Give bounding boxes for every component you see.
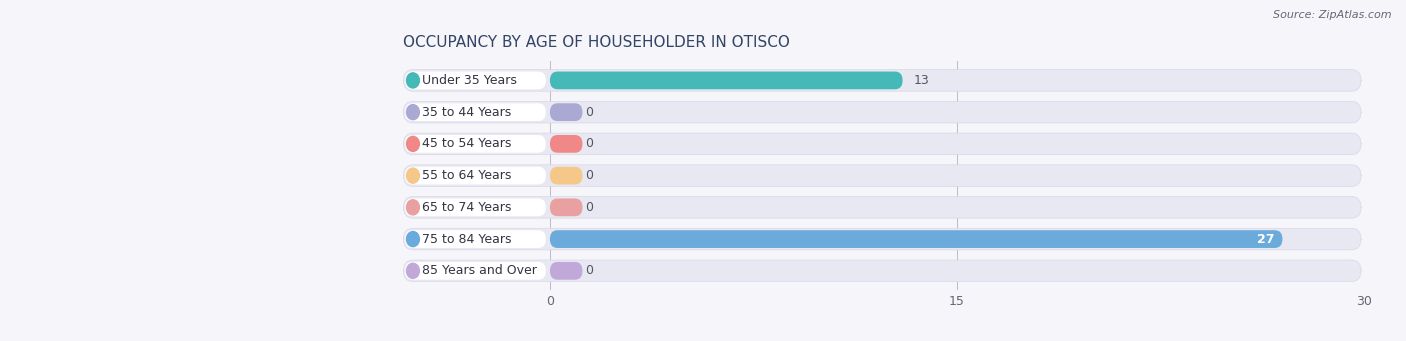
FancyBboxPatch shape bbox=[405, 262, 546, 280]
FancyBboxPatch shape bbox=[550, 103, 582, 121]
FancyBboxPatch shape bbox=[550, 198, 582, 216]
Circle shape bbox=[406, 168, 419, 183]
FancyBboxPatch shape bbox=[404, 260, 1361, 282]
FancyBboxPatch shape bbox=[550, 262, 582, 280]
FancyBboxPatch shape bbox=[404, 165, 1361, 187]
Text: 65 to 74 Years: 65 to 74 Years bbox=[422, 201, 512, 214]
Circle shape bbox=[406, 232, 419, 247]
FancyBboxPatch shape bbox=[404, 196, 1361, 218]
FancyBboxPatch shape bbox=[405, 72, 546, 89]
FancyBboxPatch shape bbox=[550, 135, 582, 153]
FancyBboxPatch shape bbox=[405, 230, 546, 248]
Text: 0: 0 bbox=[585, 169, 593, 182]
Circle shape bbox=[406, 105, 419, 120]
Text: OCCUPANCY BY AGE OF HOUSEHOLDER IN OTISCO: OCCUPANCY BY AGE OF HOUSEHOLDER IN OTISC… bbox=[404, 35, 790, 50]
Circle shape bbox=[406, 263, 419, 278]
Text: Under 35 Years: Under 35 Years bbox=[422, 74, 517, 87]
Text: 85 Years and Over: 85 Years and Over bbox=[422, 264, 537, 277]
Text: 0: 0 bbox=[585, 137, 593, 150]
Text: Source: ZipAtlas.com: Source: ZipAtlas.com bbox=[1274, 10, 1392, 20]
FancyBboxPatch shape bbox=[405, 167, 546, 184]
FancyBboxPatch shape bbox=[550, 230, 1282, 248]
FancyBboxPatch shape bbox=[404, 70, 1361, 91]
Circle shape bbox=[406, 200, 419, 215]
FancyBboxPatch shape bbox=[404, 228, 1361, 250]
FancyBboxPatch shape bbox=[404, 101, 1361, 123]
Text: 35 to 44 Years: 35 to 44 Years bbox=[422, 106, 512, 119]
FancyBboxPatch shape bbox=[405, 103, 546, 121]
Circle shape bbox=[406, 136, 419, 151]
FancyBboxPatch shape bbox=[405, 198, 546, 216]
FancyBboxPatch shape bbox=[404, 133, 1361, 155]
Text: 55 to 64 Years: 55 to 64 Years bbox=[422, 169, 512, 182]
Text: 0: 0 bbox=[585, 201, 593, 214]
FancyBboxPatch shape bbox=[550, 167, 582, 184]
Text: 75 to 84 Years: 75 to 84 Years bbox=[422, 233, 512, 246]
Text: 0: 0 bbox=[585, 264, 593, 277]
Circle shape bbox=[406, 73, 419, 88]
Text: 45 to 54 Years: 45 to 54 Years bbox=[422, 137, 512, 150]
Text: 27: 27 bbox=[1257, 233, 1274, 246]
FancyBboxPatch shape bbox=[405, 135, 546, 153]
Text: 0: 0 bbox=[585, 106, 593, 119]
FancyBboxPatch shape bbox=[550, 72, 903, 89]
Text: 13: 13 bbox=[914, 74, 929, 87]
